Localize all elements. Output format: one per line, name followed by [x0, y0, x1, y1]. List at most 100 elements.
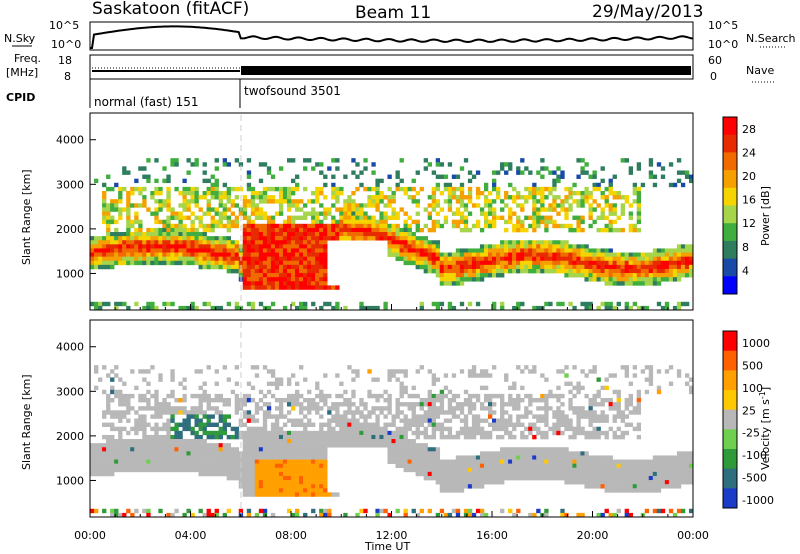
velocity-cell: [158, 447, 163, 452]
velocity-cell: [198, 471, 203, 477]
velocity-cell: [423, 471, 428, 477]
velocity-cell: [274, 467, 280, 473]
power-cell: [632, 227, 638, 233]
power-cell: [596, 305, 601, 311]
velocity-cell: [299, 488, 304, 493]
velocity-cell: [194, 463, 199, 469]
velocity-cell: [254, 406, 260, 411]
velocity-cell: [190, 410, 195, 415]
power-cell: [142, 195, 147, 200]
power-cell: [387, 199, 392, 204]
velocity-cell: [451, 373, 457, 378]
power-cell: [315, 277, 320, 282]
power-cell: [295, 252, 300, 257]
velocity-cell: [608, 512, 613, 518]
power-cell: [588, 190, 593, 196]
power-cell: [407, 252, 412, 257]
power-cell: [295, 215, 300, 220]
velocity-cell: [532, 422, 537, 427]
power-cell: [492, 248, 497, 253]
velocity-cell: [274, 488, 280, 493]
power-cell: [652, 281, 658, 286]
velocity-cell: [636, 406, 642, 411]
velocity-cell: [399, 447, 404, 452]
power-cell: [459, 281, 465, 286]
velocity-cell: [351, 418, 356, 423]
power-cell: [303, 186, 308, 192]
velocity-cell: [286, 492, 292, 497]
power-cell: [190, 260, 195, 266]
power-cell: [246, 236, 252, 241]
velocity-cell: [660, 471, 666, 477]
velocity-cell: [524, 475, 529, 481]
velocity-cell: [198, 508, 203, 514]
power-cell: [182, 240, 187, 245]
velocity-cell: [122, 439, 127, 444]
velocity-cell: [596, 434, 601, 440]
velocity-cell: [146, 451, 151, 456]
velocity-cell: [463, 484, 469, 489]
velocity-cell: [118, 410, 123, 415]
velocity-cell: [407, 463, 412, 469]
power-cell: [262, 162, 268, 167]
velocity-cell: [544, 406, 549, 411]
power-cell: [158, 232, 163, 237]
power-cell: [170, 252, 175, 257]
velocity-cell: [262, 488, 268, 493]
power-cell: [126, 236, 131, 241]
velocity-cell: [532, 512, 537, 518]
power-cell: [214, 178, 219, 184]
velocity-cell: [552, 447, 557, 452]
power-cell: [266, 260, 272, 266]
velocity-cell: [616, 397, 621, 403]
power-cell: [194, 195, 199, 200]
power-cell: [459, 215, 465, 220]
velocity-cell: [427, 471, 432, 477]
velocity-cell: [122, 414, 127, 419]
power-cell: [154, 227, 159, 233]
power-cell: [500, 268, 505, 274]
power-cell: [628, 277, 633, 282]
power-cell: [516, 264, 521, 270]
velocity-cell: [226, 414, 231, 419]
velocity-cell: [222, 365, 227, 370]
velocity-cell: [114, 414, 119, 419]
velocity-cell: [154, 402, 159, 407]
power-cell: [262, 199, 268, 204]
velocity-cell: [399, 393, 404, 399]
power-cell: [258, 252, 264, 257]
velocity-cell: [206, 397, 211, 403]
velocity-cell: [520, 459, 525, 464]
velocity-cell: [266, 480, 272, 485]
velocity-cell: [560, 422, 565, 427]
velocity-cell: [278, 397, 284, 403]
power-cell: [102, 252, 107, 257]
velocity-cell: [439, 463, 445, 469]
velocity-cell: [568, 467, 573, 473]
velocity-cell: [359, 422, 364, 427]
velocity-cell: [435, 406, 441, 411]
velocity-cell: [303, 430, 308, 436]
velocity-cell: [102, 459, 107, 464]
velocity-cell: [331, 443, 336, 448]
velocity-cell: [190, 393, 195, 399]
power-cell: [455, 223, 461, 229]
power-cell: [463, 203, 469, 208]
power-cell: [548, 240, 553, 245]
velocity-cell: [114, 373, 119, 378]
power-cell: [403, 248, 408, 253]
power-cell: [540, 207, 545, 212]
power-cell: [572, 268, 577, 274]
velocity-cell: [138, 418, 143, 423]
power-cell: [303, 248, 308, 253]
velocity-cell: [604, 430, 609, 436]
power-cell: [479, 260, 485, 266]
power-cell: [536, 240, 541, 245]
power-cell: [475, 301, 481, 307]
velocity-cell: [580, 406, 585, 411]
velocity-cell: [423, 443, 428, 448]
velocity-cell: [496, 455, 501, 460]
velocity-cell: [291, 480, 296, 485]
power-cell: [423, 166, 428, 171]
power-cell: [234, 264, 240, 270]
